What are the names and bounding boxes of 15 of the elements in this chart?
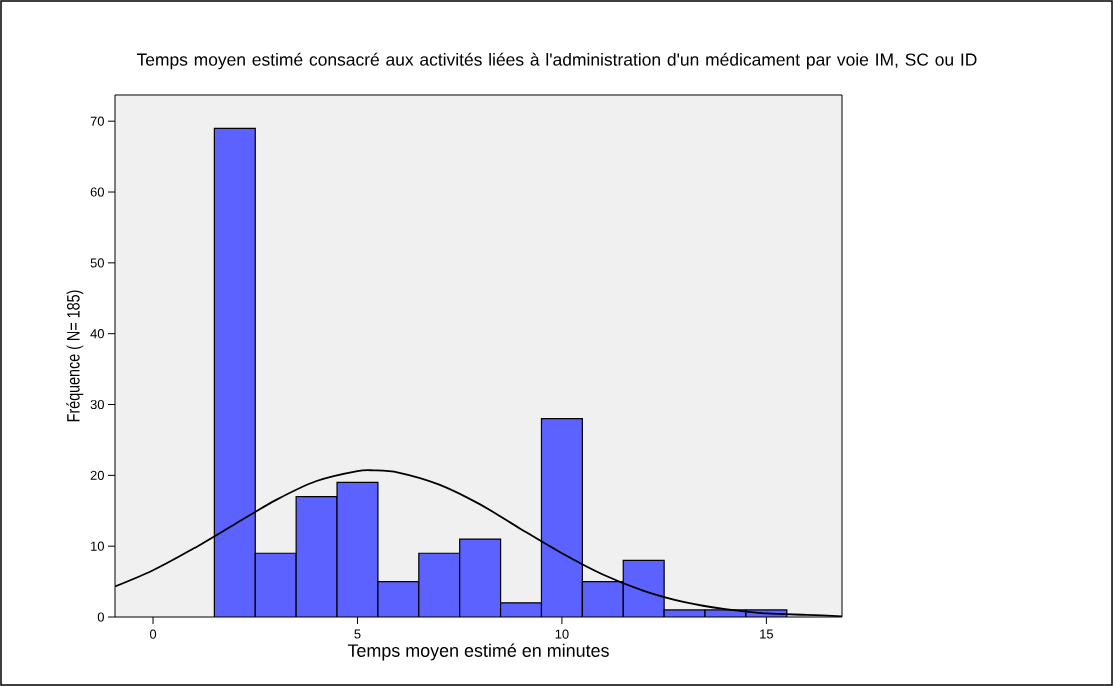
y-tick-label: 40 — [90, 329, 104, 339]
y-tick-label: 70 — [90, 116, 104, 126]
x-axis-title: Temps moyen estimé en minutes — [347, 643, 609, 661]
y-tick-label: 30 — [90, 399, 104, 410]
y-tick-label: 60 — [90, 187, 104, 197]
x-tick-label: 10 — [555, 629, 569, 639]
chart-title: Temps moyen estimé consacré aux activités liées à l'administration d'un médicament par voie IM, SC ou ID — [136, 52, 977, 70]
x-tick-label: 0 — [149, 629, 157, 639]
y-axis-title: Fréquence ( N= 185) — [66, 290, 84, 422]
y-tick-label: 50 — [90, 258, 104, 268]
y-tick-label: 10 — [91, 541, 104, 551]
x-tick-label: 15 — [760, 629, 774, 639]
x-tick-label: 5 — [354, 629, 361, 639]
y-tick-label: 0 — [97, 612, 104, 622]
y-tick-label: 20 — [90, 470, 104, 480]
